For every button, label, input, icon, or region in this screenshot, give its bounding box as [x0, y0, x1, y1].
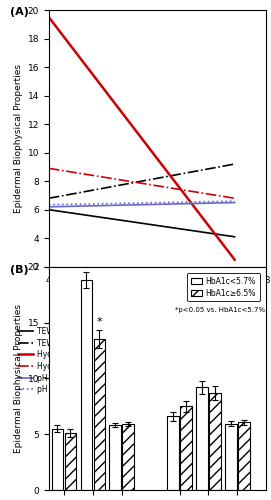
Bar [238, 422, 250, 490]
Bar [109, 426, 121, 490]
Text: (A): (A) [10, 8, 29, 18]
Bar [122, 424, 134, 490]
Text: *p<0.05 vs. HbA1c<5.7%: *p<0.05 vs. HbA1c<5.7% [175, 307, 265, 313]
Legend: TEWL on the forearm (r=-0.03778, NS), TEWL on the shin (r=0.05182, NS), Hydratio: TEWL on the forearm (r=-0.03778, NS), TE… [18, 327, 224, 394]
Bar [167, 416, 179, 490]
Bar [65, 433, 76, 490]
Y-axis label: Epidermal Biophysical Properties: Epidermal Biophysical Properties [14, 64, 23, 213]
Text: *: * [96, 317, 102, 327]
Text: (B): (B) [10, 264, 28, 274]
Bar [196, 388, 208, 490]
Legend: HbA1c<5.7%, HbA1c≥6.5%: HbA1c<5.7%, HbA1c≥6.5% [187, 273, 260, 302]
X-axis label: HBA1C: HBA1C [139, 291, 176, 301]
Bar [80, 280, 92, 490]
Y-axis label: Epidermal Biophysical Properties: Epidermal Biophysical Properties [14, 304, 23, 453]
Bar [180, 406, 192, 490]
Bar [209, 393, 221, 490]
Bar [93, 340, 105, 490]
Bar [225, 424, 237, 490]
Bar [52, 428, 63, 490]
